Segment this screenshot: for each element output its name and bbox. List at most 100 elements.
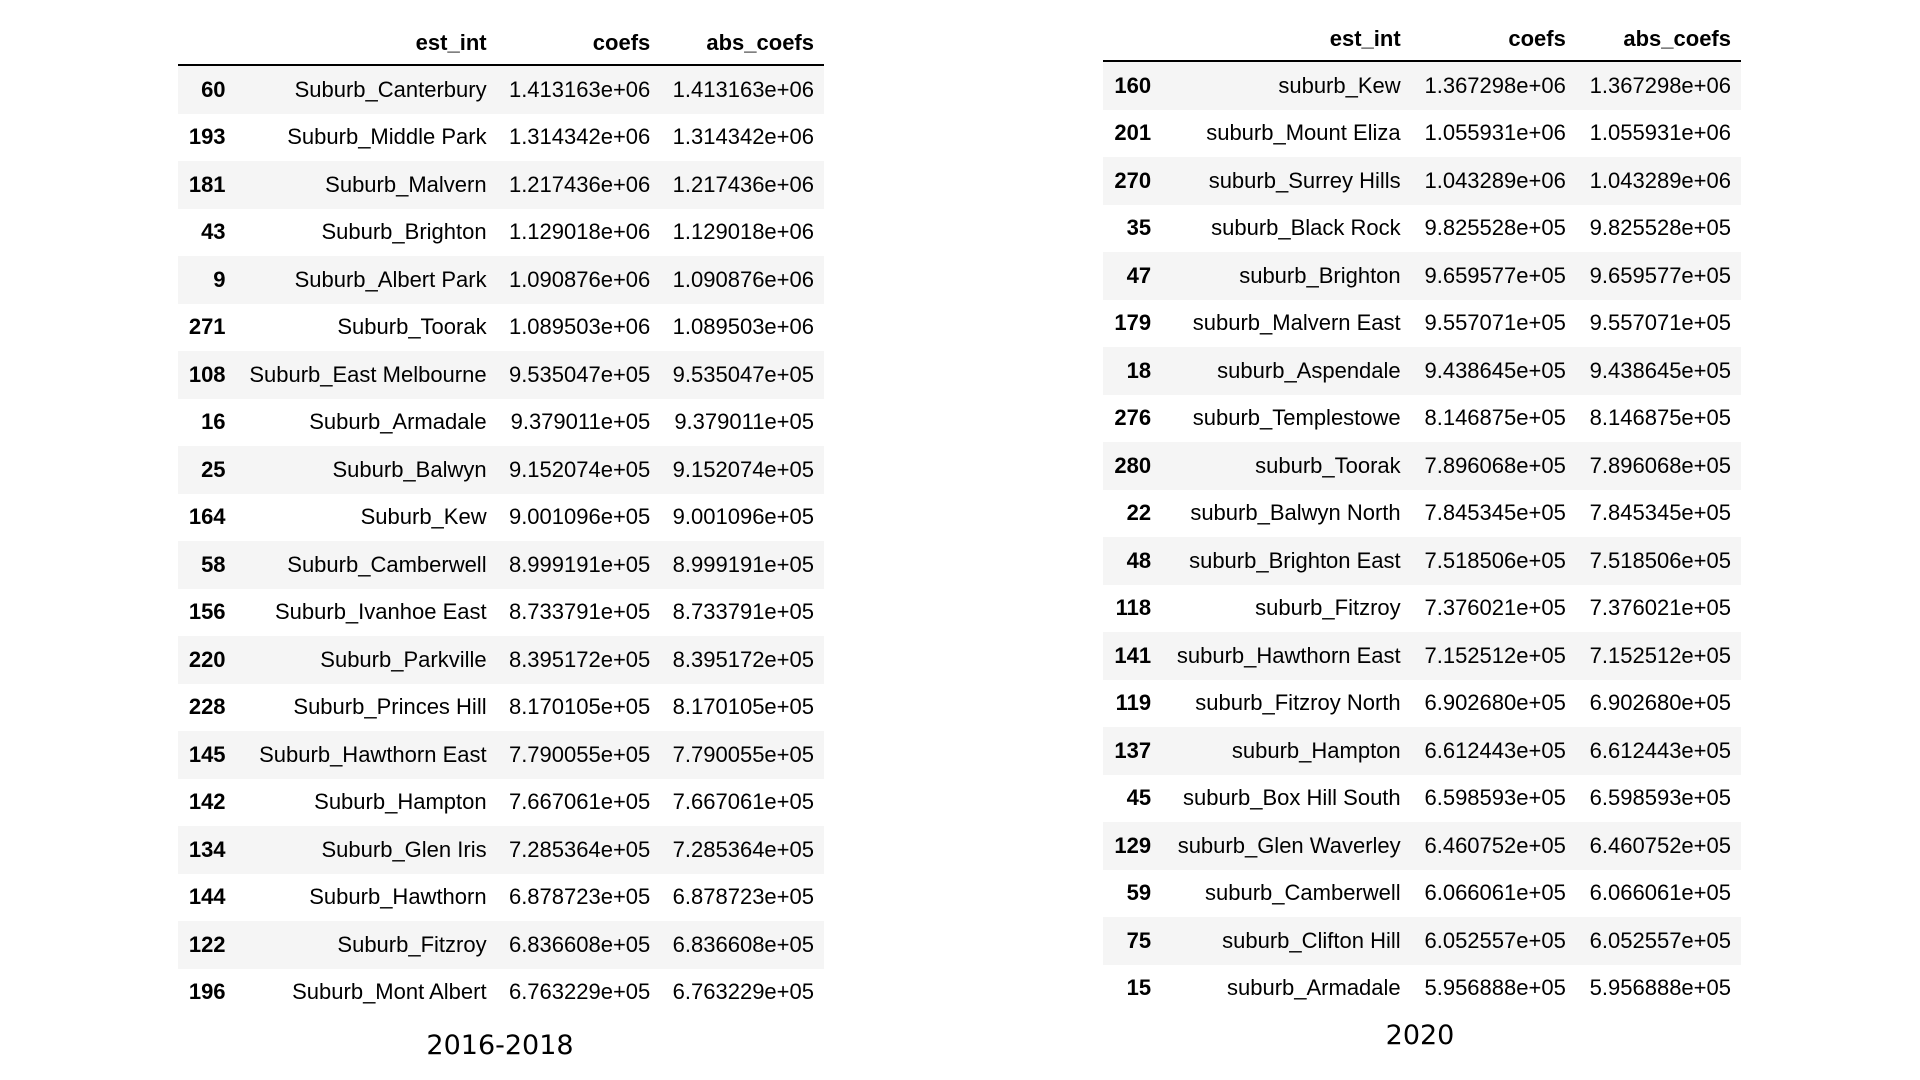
coefs-cell: 7.518506e+05 (1424, 547, 1566, 573)
abs-coefs-cell: 8.999191e+05 (672, 551, 814, 577)
coefs-cell: 6.066061e+05 (1424, 880, 1566, 906)
table-row: 160 suburb_Kew 1.367298e+06 1.367298e+06 (1103, 61, 1741, 110)
est-int-cell: Suburb_Parkville (320, 646, 487, 672)
table-row: 60 Suburb_Canterbury 1.413163e+06 1.413163e… (178, 65, 824, 114)
row-index: 47 (1126, 262, 1152, 288)
row-index: 179 (1114, 310, 1152, 336)
row-index: 129 (1114, 832, 1152, 858)
table-panel-2016-2018: est_int coefs abs_coefs 60 Suburb_Canterb… (178, 22, 824, 1016)
table-row: 141 suburb_Hawthorn East 7.152512e+05 7.152… (1103, 632, 1741, 680)
abs-coefs-cell: 7.667061e+05 (672, 789, 814, 815)
table-row: 201 suburb_Mount Eliza 1.055931e+06 1.05593… (1103, 109, 1741, 157)
abs-coefs-cell: 6.878723e+05 (672, 884, 814, 910)
est-int-cell: Suburb_Canterbury (294, 76, 487, 102)
abs-coefs-cell: 7.845345e+05 (1589, 500, 1731, 526)
row-index: 108 (188, 361, 226, 387)
row-index: 181 (188, 171, 226, 197)
coefs-cell: 1.413163e+06 (508, 76, 651, 102)
est-int-cell: Suburb_Camberwell (287, 551, 487, 577)
table-row: 280 suburb_Toorak 7.896068e+05 7.896068e+05 (1103, 442, 1741, 490)
est-int-cell: suburb_Aspendale (1217, 357, 1401, 383)
row-index: 118 (1115, 595, 1152, 621)
abs-coefs-cell: 9.152074e+05 (672, 456, 814, 482)
table-row: 45 suburb_Box Hill South 6.598593e+05 6.598… (1103, 774, 1741, 822)
abs-coefs-cell: 6.598593e+05 (1589, 785, 1731, 811)
coefs-cell: 5.956888e+05 (1424, 975, 1566, 1001)
coefs-cell: 8.999191e+05 (508, 551, 651, 577)
est-int-cell: suburb_Armadale (1226, 975, 1401, 1001)
row-index: 137 (1114, 737, 1152, 763)
est-int-cell: suburb_Hampton (1231, 737, 1401, 763)
table-row: 35 suburb_Black Rock 9.825528e+05 9.825528e… (1103, 204, 1741, 252)
table-row: 43 Suburb_Brighton 1.129018e+06 1.129018e+0… (178, 208, 824, 256)
abs-coefs-cell: 1.217436e+06 (672, 171, 814, 197)
abs-coefs-cell: 8.146875e+05 (1589, 405, 1731, 431)
coefs-cell: 1.090876e+06 (508, 266, 651, 292)
table-header-row: est_int coefs abs_coefs (1103, 18, 1741, 62)
coefs-cell: 6.836608e+05 (508, 931, 651, 957)
table-row: 179 suburb_Malvern East 9.557071e+05 9.5570… (1103, 299, 1741, 347)
abs-coefs-header: abs_coefs (660, 22, 824, 66)
coefs-cell: 1.129018e+06 (508, 219, 651, 245)
abs-coefs-cell: 1.413163e+06 (672, 76, 814, 102)
table-row: 134 Suburb_Glen Iris 7.285364e+05 7.285364e… (178, 826, 824, 874)
coefs-cell: 7.376021e+05 (1424, 595, 1566, 621)
caption-2020: 2020 (1385, 1020, 1455, 1051)
table-row: 196 Suburb_Mont Albert 6.763229e+05 6.76322… (178, 968, 824, 1016)
row-index: 48 (1126, 547, 1152, 573)
est-int-cell: suburb_Surrey Hills (1208, 167, 1401, 193)
abs-coefs-cell: 6.052557e+05 (1589, 927, 1731, 953)
abs-coefs-cell: 1.129018e+06 (672, 219, 814, 245)
est-int-cell: Suburb_Glen Iris (321, 836, 487, 862)
est-int-cell: suburb_Balwyn North (1190, 500, 1401, 526)
table-row: 164 Suburb_Kew 9.001096e+05 9.001096e+05 (178, 493, 824, 541)
abs-coefs-cell: 1.055931e+06 (1589, 120, 1731, 146)
table-row: 276 suburb_Templestowe 8.146875e+05 8.14687… (1103, 394, 1741, 442)
coefs-cell: 9.825528e+05 (1424, 215, 1566, 241)
est-int-cell: suburb_Brighton East (1189, 547, 1401, 573)
coefs-cell: 6.598593e+05 (1424, 785, 1566, 811)
table-row: 25 Suburb_Balwyn 9.152074e+05 9.152074e+05 (178, 446, 824, 494)
table-row: 108 Suburb_East Melbourne 9.535047e+05 9.53… (178, 351, 824, 399)
est-int-cell: Suburb_Mont Albert (292, 979, 487, 1005)
coefs-cell: 9.535047e+05 (508, 361, 651, 387)
abs-coefs-cell: 1.314342e+06 (672, 124, 814, 150)
coefs-cell: 7.667061e+05 (508, 789, 651, 815)
est-int-cell: Suburb_Toorak (337, 314, 487, 340)
abs-coefs-cell: 6.460752e+05 (1589, 832, 1731, 858)
abs-coefs-cell: 6.763229e+05 (672, 979, 814, 1005)
coefs-cell: 7.845345e+05 (1424, 500, 1566, 526)
coefs-cell: 8.146875e+05 (1424, 405, 1566, 431)
est-int-cell: Suburb_Balwyn (332, 456, 487, 482)
coefs-cell: 1.055931e+06 (1424, 120, 1566, 146)
coefs-cell: 9.438645e+05 (1424, 357, 1566, 383)
row-index: 193 (188, 124, 226, 150)
row-index: 60 (201, 76, 226, 102)
est-int-cell: suburb_Brighton (1239, 262, 1401, 288)
abs-coefs-cell: 1.043289e+06 (1589, 167, 1731, 193)
coefs-cell: 6.763229e+05 (508, 979, 651, 1005)
table-row: 220 Suburb_Parkville 8.395172e+05 8.395172e… (178, 636, 824, 684)
coefs-header: coefs (1410, 18, 1576, 62)
table-row: 16 Suburb_Armadale 9.379011e+05 9.379011e+0… (178, 398, 824, 446)
row-index: 145 (188, 741, 226, 767)
row-index: 142 (188, 789, 226, 815)
est-int-cell: Suburb_Hawthorn (309, 884, 487, 910)
coefs-cell: 8.170105e+05 (508, 694, 651, 720)
table-row: 119 suburb_Fitzroy North 6.902680e+05 6.902… (1103, 679, 1741, 727)
table-row: 271 Suburb_Toorak 1.089503e+06 1.089503e+06 (178, 303, 824, 351)
row-index: 156 (188, 599, 226, 625)
coefs-cell: 7.285364e+05 (508, 836, 651, 862)
abs-coefs-cell: 6.836608e+05 (672, 931, 814, 957)
table-row: 58 Suburb_Camberwell 8.999191e+05 8.999191e… (178, 541, 824, 589)
abs-coefs-cell: 7.518506e+05 (1589, 547, 1731, 573)
coefs-cell: 1.043289e+06 (1424, 167, 1566, 193)
table-row: 145 Suburb_Hawthorn East 7.790055e+05 7.790… (178, 731, 824, 779)
table-row: 15 suburb_Armadale 5.956888e+05 5.956888e+0… (1103, 964, 1741, 1012)
row-index: 271 (188, 314, 226, 340)
row-index: 276 (1114, 405, 1152, 431)
table-row: 122 Suburb_Fitzroy 6.836608e+05 6.836608e+0… (178, 921, 824, 969)
abs-coefs-cell: 7.376021e+05 (1589, 595, 1731, 621)
est-int-cell: Suburb_East Melbourne (249, 361, 487, 387)
table-row: 75 suburb_Clifton Hill 6.052557e+05 6.05255… (1103, 917, 1741, 965)
